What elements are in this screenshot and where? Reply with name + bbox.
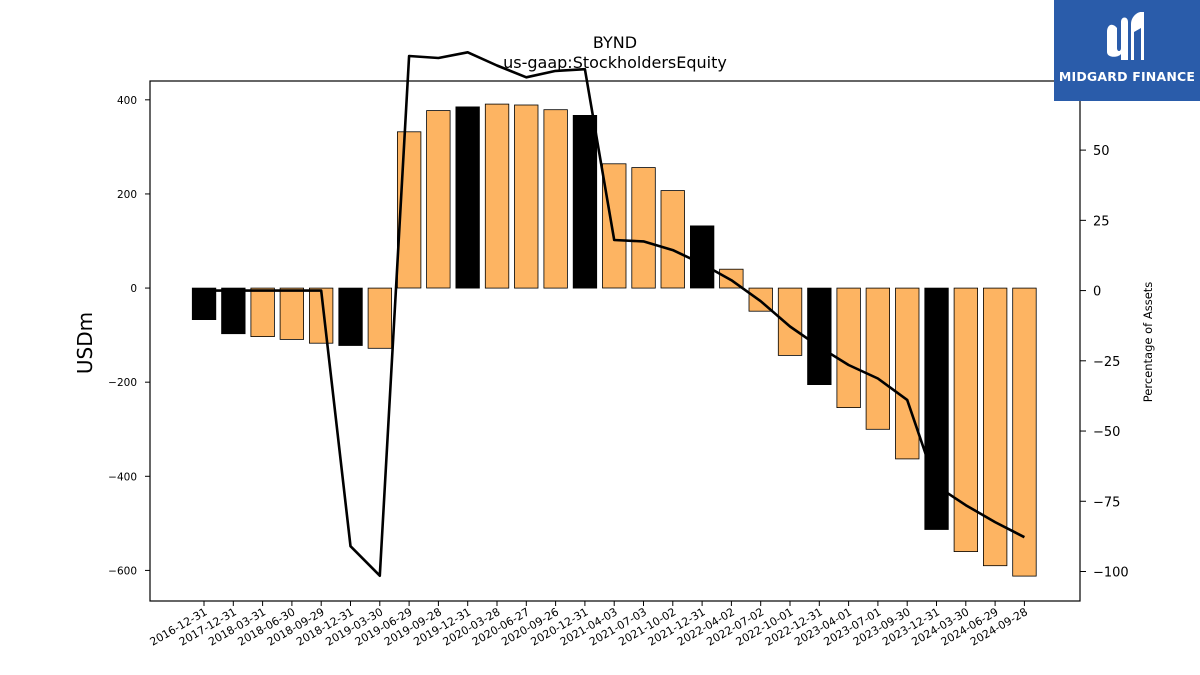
y2-axis-label: Percentage of Assets — [1141, 282, 1155, 403]
bar-2020-09-26 — [543, 109, 568, 289]
bar-2020-06-27 — [514, 104, 539, 289]
bar-2018-06-30 — [279, 287, 305, 340]
y2-tick-label: 50 — [1093, 144, 1110, 159]
x-axis: 2016-12-312017-12-312018-03-312018-06-30… — [148, 601, 1030, 649]
bars — [191, 103, 1037, 577]
line-layer — [204, 50, 1025, 578]
y2-tick-label: −75 — [1093, 495, 1120, 510]
logo-text: MIDGARD FINANCE — [1058, 69, 1196, 84]
bar-2020-03-28 — [484, 103, 510, 289]
y2-tick-label: −50 — [1093, 425, 1120, 440]
midgard-finance-logo: MIDGARD FINANCE — [1054, 0, 1200, 101]
y2-tick-label: 25 — [1093, 214, 1110, 229]
midgard-logo-icon — [1107, 12, 1144, 60]
y-tick-label: 400 — [117, 95, 137, 107]
y-tick-label: 0 — [130, 283, 137, 295]
bar-2023-09-30 — [895, 287, 920, 460]
y2-tick-label: −100 — [1093, 566, 1129, 581]
bar-2023-07-01 — [865, 287, 890, 430]
bar-2018-03-31 — [250, 287, 275, 338]
bar-2019-12-31 — [455, 106, 480, 289]
percentage-of-assets-line — [204, 50, 1025, 578]
chart-subtitle: us-gaap:StockholdersEquity — [503, 53, 727, 72]
y-tick-label: 200 — [117, 189, 137, 201]
bar-2021-12-31 — [690, 225, 715, 289]
bar-2021-07-03 — [631, 167, 656, 289]
bar-2022-10-01 — [777, 287, 803, 356]
y-tick-label: −400 — [108, 471, 137, 483]
chart-title: BYND — [593, 33, 637, 52]
y2-tick-label: 0 — [1093, 285, 1101, 300]
plot-frame — [149, 80, 1081, 602]
bar-2017-12-31 — [221, 287, 246, 335]
bar-2019-03-30 — [367, 287, 393, 349]
y-tick-label: −200 — [108, 377, 137, 389]
bar-2024-06-29 — [983, 287, 1008, 567]
bar-2022-12-31 — [807, 287, 832, 386]
bar-2018-12-31 — [338, 287, 363, 346]
bar-2024-03-30 — [953, 287, 978, 553]
bar-2023-12-31 — [924, 287, 949, 530]
y-tick-label: −600 — [108, 565, 137, 577]
bar-2016-12-31 — [191, 287, 217, 321]
bar-2020-12-31 — [572, 115, 598, 289]
bar-2024-09-28 — [1012, 287, 1037, 577]
y-axis-label: USDm — [73, 312, 97, 374]
bar-2021-10-02 — [660, 190, 685, 289]
y-axis-left: 400 200 0 −200 −400 −600 — [108, 95, 150, 577]
bar-2021-04-03 — [602, 163, 627, 289]
y2-tick-label: −25 — [1093, 355, 1120, 370]
bar-2023-04-01 — [836, 287, 861, 409]
bar-2018-09-29 — [308, 287, 334, 344]
bar-2019-09-28 — [426, 110, 451, 289]
y-axis-right: 7550250−25−50−75−100 — [1080, 74, 1129, 581]
